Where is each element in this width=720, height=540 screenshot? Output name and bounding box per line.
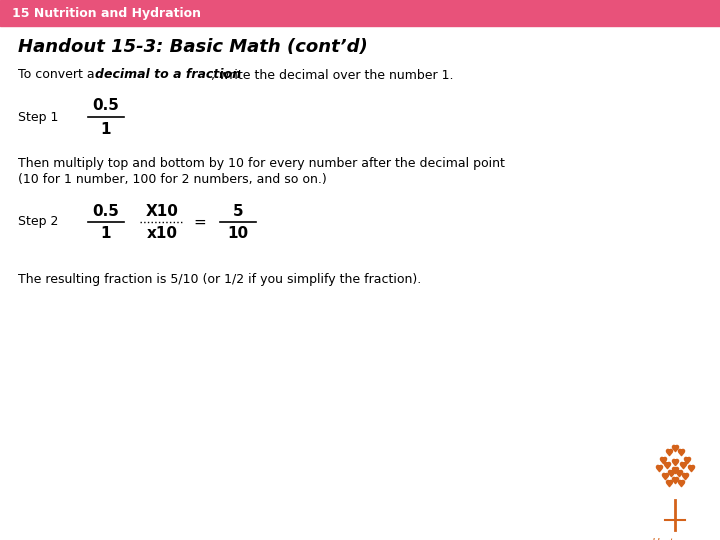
Text: To convert a: To convert a [18, 69, 99, 82]
Text: Step 1: Step 1 [18, 111, 58, 124]
Text: 1: 1 [101, 122, 112, 137]
Text: 5: 5 [233, 204, 243, 219]
Text: Hartman: Hartman [652, 538, 698, 540]
Text: The resulting fraction is 5/10 (or 1/2 if you simplify the fraction).: The resulting fraction is 5/10 (or 1/2 i… [18, 273, 421, 287]
Text: 10: 10 [228, 226, 248, 241]
Text: Step 2: Step 2 [18, 215, 58, 228]
Text: , write the decimal over the number 1.: , write the decimal over the number 1. [211, 69, 454, 82]
Bar [0, 0, 720, 26]
Text: decimal to a fraction: decimal to a fraction [95, 69, 241, 82]
Text: Then multiply top and bottom by 10 for every number after the decimal point: Then multiply top and bottom by 10 for e… [18, 157, 505, 170]
Text: X10: X10 [145, 204, 179, 219]
Text: Handout 15-3: Basic Math (cont’d): Handout 15-3: Basic Math (cont’d) [18, 38, 368, 56]
Text: 15 Nutrition and Hydration: 15 Nutrition and Hydration [12, 6, 201, 19]
Text: 1: 1 [101, 226, 112, 241]
Text: (10 for 1 number, 100 for 2 numbers, and so on.): (10 for 1 number, 100 for 2 numbers, and… [18, 172, 327, 186]
Text: 0.5: 0.5 [93, 204, 120, 219]
Text: x10: x10 [146, 226, 178, 241]
Text: =: = [194, 214, 207, 230]
Text: 0.5: 0.5 [93, 98, 120, 113]
